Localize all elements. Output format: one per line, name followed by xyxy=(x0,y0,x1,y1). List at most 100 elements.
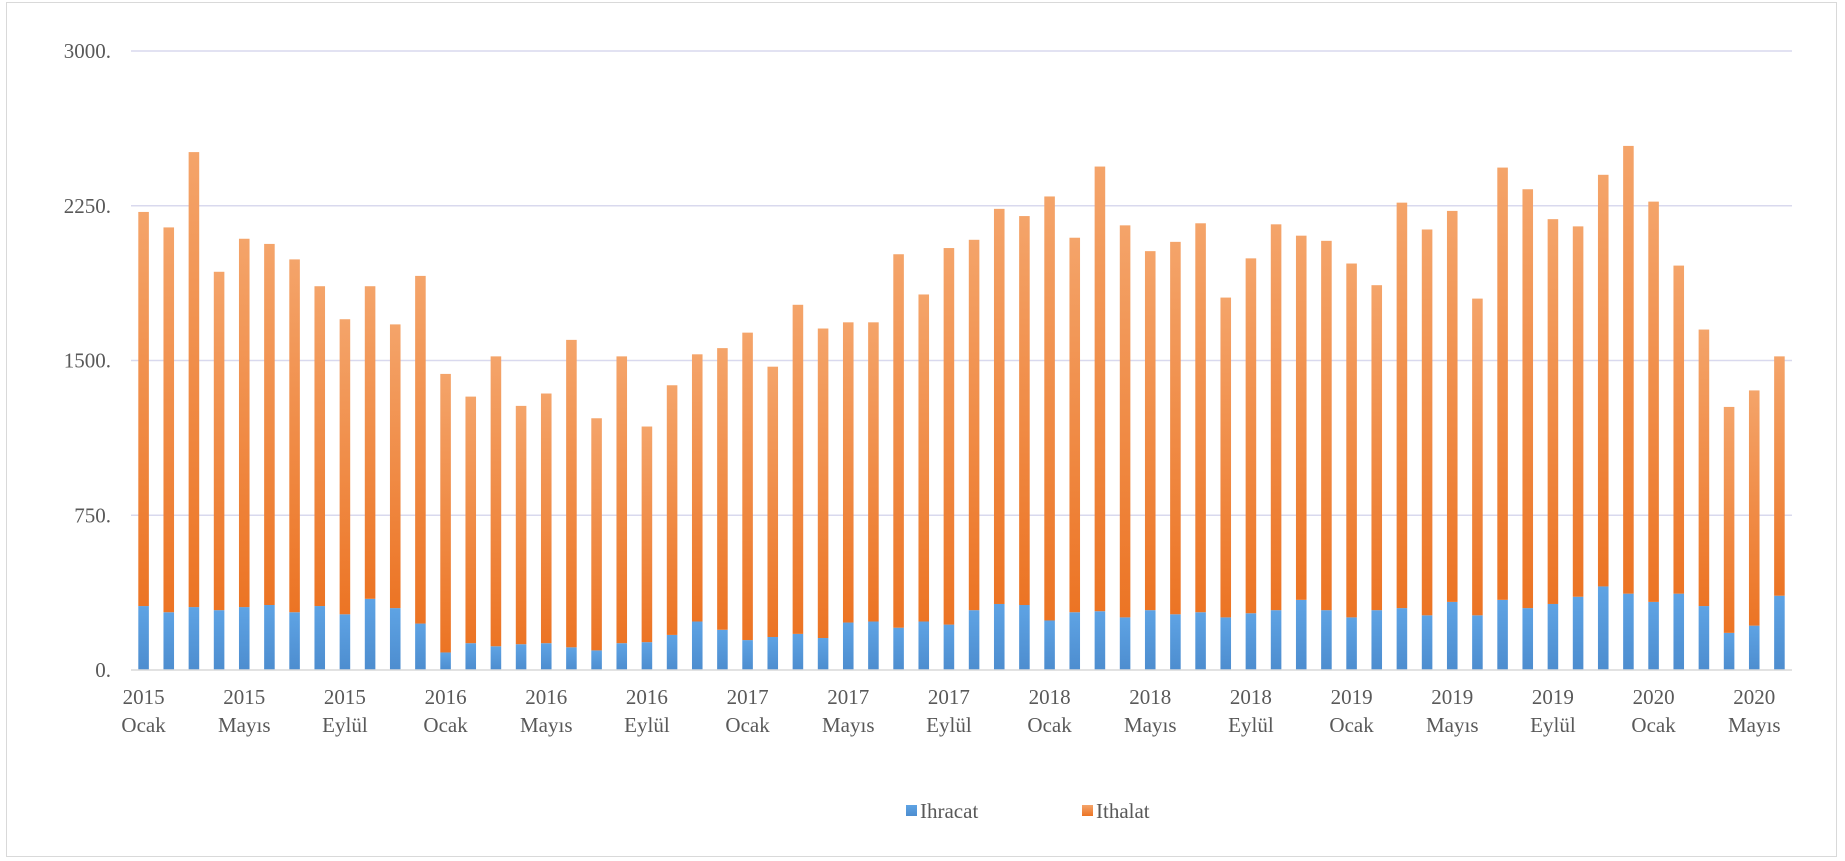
bar-ithalat-23 xyxy=(717,348,728,630)
x-tick-year: 2018 xyxy=(1029,685,1071,709)
bar-ihracat-45 xyxy=(1270,610,1282,670)
x-tick-year: 2016 xyxy=(525,685,567,709)
x-tick-year: 2019 xyxy=(1532,685,1574,709)
bar-ithalat-26 xyxy=(792,304,804,634)
x-tick-month: Ocak xyxy=(121,713,166,737)
bar-ithalat-34 xyxy=(993,208,1005,604)
bar-ithalat-29 xyxy=(868,322,879,622)
bar-ithalat-11 xyxy=(415,275,426,624)
x-tick-year: 2018 xyxy=(1129,685,1171,709)
bar-ithalat-33 xyxy=(968,239,980,611)
bar-ihracat-53 xyxy=(1472,615,1483,670)
bar-ihracat-24 xyxy=(742,640,753,670)
x-tick-year: 2018 xyxy=(1230,685,1272,709)
x-tick-month: Ocak xyxy=(1027,713,1072,737)
bar-ihracat-10 xyxy=(389,608,401,670)
bar-ithalat-16 xyxy=(540,393,552,644)
bar-ihracat-44 xyxy=(1245,613,1257,670)
bar-ihracat-12 xyxy=(440,652,451,670)
bar-ihracat-51 xyxy=(1421,615,1433,670)
bar-ithalat-38 xyxy=(1094,166,1106,612)
bar-ithalat-32 xyxy=(943,248,955,625)
bar-ihracat-21 xyxy=(666,634,678,670)
y-tick-label: 750. xyxy=(74,503,111,527)
bar-ithalat-36 xyxy=(1044,196,1055,621)
x-tick-month: Mayıs xyxy=(822,713,875,737)
x-axis-tick-labels: 2015 Ocak 2015 Mayıs 2015 Eylül 2016 Ocak 2016 Ma… xyxy=(121,685,1780,737)
x-tick-year: 2019 xyxy=(1431,685,1473,709)
legend-label-ithalat: Ithalat xyxy=(1096,799,1150,823)
gridlines xyxy=(131,50,1792,516)
bar-ithalat-42 xyxy=(1195,223,1206,613)
bar-ihracat-9 xyxy=(364,598,376,670)
bar-ihracat-56 xyxy=(1547,603,1559,670)
x-tick-month: Mayıs xyxy=(1728,713,1781,737)
bar-ihracat-46 xyxy=(1295,599,1307,670)
x-tick-month: Mayıs xyxy=(1426,713,1479,737)
bars xyxy=(138,145,1785,670)
bar-ihracat-40 xyxy=(1144,610,1156,670)
bar-ithalat-54 xyxy=(1497,167,1508,600)
bar-ithalat-60 xyxy=(1648,201,1659,602)
bar-ithalat-46 xyxy=(1295,235,1307,600)
bar-ithalat-21 xyxy=(666,385,678,635)
bar-ihracat-54 xyxy=(1497,599,1508,670)
bar-ihracat-49 xyxy=(1371,610,1383,670)
x-tick-year: 2015 xyxy=(223,685,265,709)
legend-swatch-ithalat xyxy=(1082,805,1093,816)
bar-ithalat-59 xyxy=(1623,145,1634,594)
bar-ithalat-31 xyxy=(918,294,930,622)
bar-ihracat-47 xyxy=(1321,610,1332,670)
bar-ithalat-61 xyxy=(1673,265,1685,594)
bar-ihracat-0 xyxy=(138,606,149,670)
bar-ithalat-57 xyxy=(1572,226,1584,597)
bar-ithalat-27 xyxy=(817,328,829,639)
bar-ihracat-39 xyxy=(1119,617,1131,670)
bar-ihracat-42 xyxy=(1195,612,1206,670)
bar-ihracat-58 xyxy=(1597,586,1609,670)
bar-ithalat-41 xyxy=(1170,241,1181,615)
bar-ihracat-43 xyxy=(1220,617,1232,670)
bar-ihracat-6 xyxy=(289,612,300,670)
bar-ithalat-56 xyxy=(1547,219,1559,604)
x-tick-month: Ocak xyxy=(1631,713,1676,737)
bar-ihracat-36 xyxy=(1044,620,1055,670)
bar-ihracat-16 xyxy=(540,643,552,670)
x-tick-year: 2019 xyxy=(1331,685,1373,709)
x-tick-year: 2015 xyxy=(123,685,165,709)
bar-ithalat-47 xyxy=(1321,240,1332,611)
bar-ihracat-27 xyxy=(817,638,829,670)
bar-ithalat-10 xyxy=(389,324,401,609)
bar-ithalat-2 xyxy=(188,152,200,608)
bar-ithalat-62 xyxy=(1698,329,1710,607)
bar-ihracat-34 xyxy=(993,603,1005,670)
bar-ithalat-28 xyxy=(842,322,854,623)
bar-ithalat-9 xyxy=(364,286,376,599)
bar-ihracat-8 xyxy=(339,614,351,670)
bar-ihracat-14 xyxy=(490,646,502,670)
bar-ithalat-65 xyxy=(1774,356,1785,596)
bar-ihracat-32 xyxy=(943,624,955,670)
bar-ihracat-63 xyxy=(1723,632,1735,670)
bar-ithalat-37 xyxy=(1069,237,1081,613)
bar-ihracat-17 xyxy=(566,647,577,670)
x-tick-month: Ocak xyxy=(725,713,770,737)
bar-ihracat-7 xyxy=(314,606,326,670)
bar-ihracat-15 xyxy=(515,644,527,670)
x-tick-month: Ocak xyxy=(1329,713,1374,737)
bar-ihracat-28 xyxy=(842,622,854,670)
bar-ihracat-59 xyxy=(1623,593,1634,670)
x-tick-year: 2017 xyxy=(928,685,970,709)
bar-ihracat-52 xyxy=(1446,601,1458,670)
bar-ihracat-18 xyxy=(591,650,602,670)
bar-ithalat-0 xyxy=(138,211,149,607)
bar-ihracat-35 xyxy=(1019,605,1030,670)
bar-ithalat-55 xyxy=(1522,189,1534,609)
y-tick-label: 3000. xyxy=(64,39,111,63)
y-tick-label: 1500. xyxy=(64,349,111,373)
x-tick-month: Eylül xyxy=(1530,713,1576,737)
bar-ithalat-43 xyxy=(1220,297,1232,618)
bar-ihracat-31 xyxy=(918,621,930,670)
bar-ithalat-48 xyxy=(1346,263,1357,618)
